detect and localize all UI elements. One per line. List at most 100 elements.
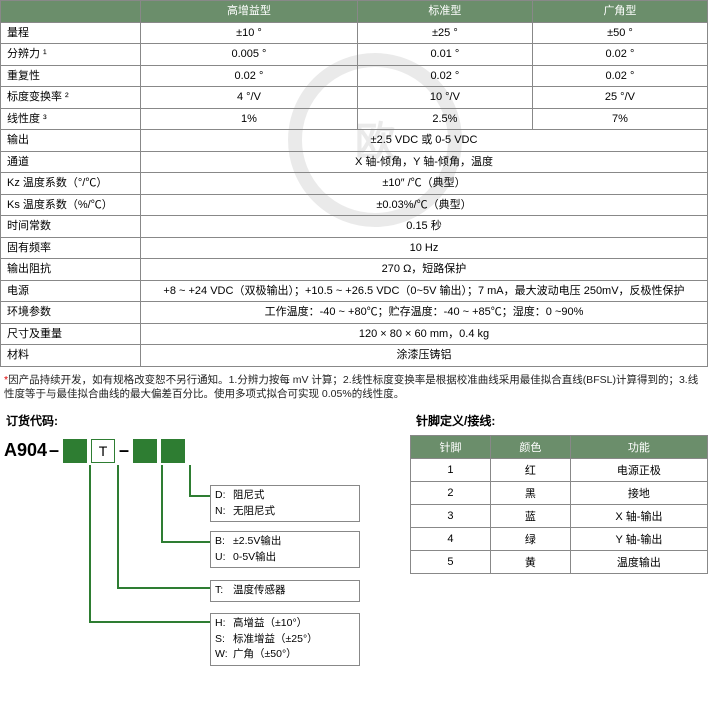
pin-cell: 绿 <box>490 527 570 550</box>
spec-row-label: 环境参数 <box>1 302 141 324</box>
spec-cell: 270 Ω，短路保护 <box>141 259 708 281</box>
pin-cell: 1 <box>411 458 491 481</box>
pin-cell: 黄 <box>490 550 570 573</box>
option-row: N:无阻尼式 <box>215 504 355 520</box>
option-text: 无阻尼式 <box>233 505 275 517</box>
option-row: B:±2.5V输出 <box>215 534 355 550</box>
option-text: 高增益（±10°） <box>233 617 307 629</box>
order-code-title: 订货代码: <box>6 412 390 429</box>
spec-row-label: 电源 <box>1 280 141 302</box>
pin-cell: Y 轴-输出 <box>570 527 707 550</box>
spec-cell: 2.5% <box>357 108 532 130</box>
pin-cell: 电源正极 <box>570 458 707 481</box>
spec-cell: 0.15 秒 <box>141 216 708 238</box>
option-text: 温度传感器 <box>233 584 286 596</box>
spec-cell: 工作温度：-40 ~ +80℃；贮存温度：-40 ~ +85℃；湿度：0 ~90… <box>141 302 708 324</box>
option-row: S:标准增益（±25°） <box>215 632 355 648</box>
option-text: 广角（±50°） <box>233 648 297 660</box>
spec-cell: ±10 ° <box>141 22 358 44</box>
spec-header-cell: 高增益型 <box>141 1 358 23</box>
dash: – <box>49 440 59 461</box>
spec-cell: ±10″ /℃（典型） <box>141 173 708 195</box>
option-key: U: <box>215 550 233 566</box>
pin-cell: 4 <box>411 527 491 550</box>
code-prefix: A904 <box>4 440 47 461</box>
spec-row-label: Ks 温度系数（%/℃） <box>1 194 141 216</box>
option-block: B:±2.5V输出U:0-5V输出 <box>210 531 360 569</box>
spec-row-label: 材料 <box>1 345 141 367</box>
order-code-diagram: A904 – T – D:阻尼式N:无阻尼式B:±2.5V输出 <box>0 435 390 725</box>
spec-header-cell <box>1 1 141 23</box>
spec-cell: 0.02 ° <box>532 44 707 66</box>
spec-cell: 1% <box>141 108 358 130</box>
spec-header-cell: 广角型 <box>532 1 707 23</box>
pin-cell: 5 <box>411 550 491 573</box>
option-block: H:高增益（±10°）S:标准增益（±25°）W:广角（±50°） <box>210 613 360 666</box>
spec-cell: 10 Hz <box>141 237 708 259</box>
spec-row-label: 固有频率 <box>1 237 141 259</box>
option-block: D:阻尼式N:无阻尼式 <box>210 485 360 523</box>
pin-cell: X 轴-输出 <box>570 504 707 527</box>
code-box-2: T <box>91 439 115 463</box>
pin-cell: 蓝 <box>490 504 570 527</box>
option-key: T: <box>215 583 233 599</box>
pin-header-cell: 针脚 <box>411 435 491 458</box>
option-text: 阻尼式 <box>233 489 265 501</box>
spec-row-label: 量程 <box>1 22 141 44</box>
spec-cell: 4 °/V <box>141 87 358 109</box>
pin-cell: 红 <box>490 458 570 481</box>
option-key: D: <box>215 488 233 504</box>
spec-cell: ±0.03%/℃（典型） <box>141 194 708 216</box>
pin-cell: 3 <box>411 504 491 527</box>
spec-row-label: 通道 <box>1 151 141 173</box>
dash: – <box>119 440 129 461</box>
spec-table: 高增益型标准型广角型 量程±10 °±25 °±50 °分辨力 ¹0.005 °… <box>0 0 708 367</box>
option-row: U:0-5V输出 <box>215 550 355 566</box>
option-text: ±2.5V输出 <box>233 535 281 547</box>
spec-row-label: 尺寸及重量 <box>1 323 141 345</box>
spec-cell: ±50 ° <box>532 22 707 44</box>
footnote: *因产品持续开发，如有规格改变恕不另行通知。1.分辨力按每 mV 计算；2.线性… <box>4 373 704 402</box>
spec-row-label: 分辨力 ¹ <box>1 44 141 66</box>
spec-cell: ±2.5 VDC 或 0-5 VDC <box>141 130 708 152</box>
option-row: W:广角（±50°） <box>215 647 355 663</box>
option-key: N: <box>215 504 233 520</box>
option-text: 标准增益（±25°） <box>233 633 318 645</box>
footnote-text: 因产品持续开发，如有规格改变恕不另行通知。1.分辨力按每 mV 计算；2.线性标… <box>4 374 698 401</box>
option-row: H:高增益（±10°） <box>215 616 355 632</box>
option-text: 0-5V输出 <box>233 551 276 563</box>
spec-cell: X 轴-倾角，Y 轴-倾角，温度 <box>141 151 708 173</box>
spec-row-label: 输出阻抗 <box>1 259 141 281</box>
option-key: W: <box>215 647 233 663</box>
spec-cell: 涂漆压铸铝 <box>141 345 708 367</box>
pin-table: 针脚颜色功能 1红电源正极2黑接地3蓝X 轴-输出4绿Y 轴-输出5黄温度输出 <box>410 435 708 574</box>
spec-cell: 0.02 ° <box>141 65 358 87</box>
option-block: T:温度传感器 <box>210 580 360 602</box>
code-box-3 <box>133 439 157 463</box>
option-key: H: <box>215 616 233 632</box>
option-row: D:阻尼式 <box>215 488 355 504</box>
spec-cell: 0.01 ° <box>357 44 532 66</box>
pin-cell: 接地 <box>570 481 707 504</box>
spec-row-label: 线性度 ³ <box>1 108 141 130</box>
spec-cell: 0.02 ° <box>357 65 532 87</box>
spec-row-label: 重复性 <box>1 65 141 87</box>
spec-cell: 120 × 80 × 60 mm，0.4 kg <box>141 323 708 345</box>
spec-row-label: 标度变换率 ² <box>1 87 141 109</box>
spec-cell: 0.005 ° <box>141 44 358 66</box>
pin-cell: 2 <box>411 481 491 504</box>
spec-cell: 7% <box>532 108 707 130</box>
spec-cell: 25 °/V <box>532 87 707 109</box>
pin-header-cell: 颜色 <box>490 435 570 458</box>
spec-row-label: 时间常数 <box>1 216 141 238</box>
option-key: B: <box>215 534 233 550</box>
code-box-4 <box>161 439 185 463</box>
spec-row-label: Kz 温度系数（°/℃） <box>1 173 141 195</box>
option-row: T:温度传感器 <box>215 583 355 599</box>
spec-cell: ±25 ° <box>357 22 532 44</box>
code-box-1 <box>63 439 87 463</box>
spec-cell: +8 ~ +24 VDC（双极输出）；+10.5 ~ +26.5 VDC（0~5… <box>141 280 708 302</box>
spec-row-label: 输出 <box>1 130 141 152</box>
pin-def-title: 针脚定义/接线: <box>416 412 708 429</box>
pin-cell: 温度输出 <box>570 550 707 573</box>
